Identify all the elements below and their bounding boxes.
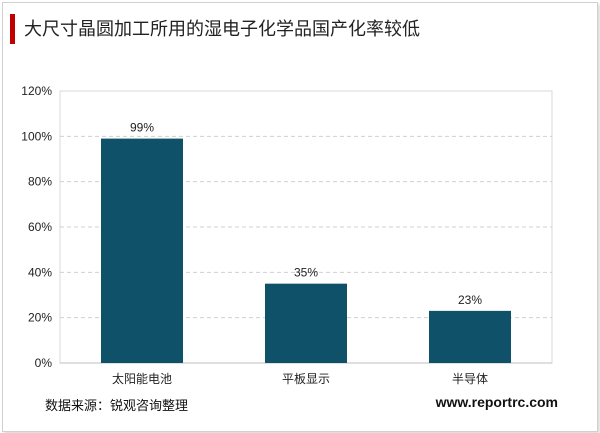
bars (101, 138, 511, 363)
y-tick-label: 0% (35, 356, 53, 370)
bar-data-label: 35% (294, 266, 318, 280)
website-url: www.reportrc.com (435, 394, 558, 410)
x-category-label: 平板显示 (282, 372, 330, 386)
y-tick-label: 60% (28, 220, 52, 234)
x-axis-categories: 太阳能电池 平板显示 半导体 (112, 371, 488, 386)
y-tick-label: 120% (21, 84, 52, 98)
y-tick-label: 100% (21, 129, 52, 143)
y-axis-ticks: 0% 20% 40% 60% 80% 100% 120% (21, 84, 52, 370)
source-note: 数据来源：锐观咨询整理 (45, 399, 189, 414)
data-labels: 99% 35% 23% (130, 121, 482, 307)
y-tick-label: 40% (28, 265, 52, 279)
x-category-label: 太阳能电池 (112, 371, 172, 386)
title-accent-bar (10, 14, 15, 44)
bar-data-label: 23% (458, 293, 482, 307)
y-tick-label: 20% (28, 311, 52, 325)
bar (101, 138, 183, 363)
bar-data-label: 99% (130, 121, 154, 135)
y-tick-label: 80% (28, 175, 52, 189)
bar (429, 310, 511, 363)
chart-title: 大尺寸晶圆加工所用的湿电子化学品国产化率较低 (24, 19, 420, 40)
bar (265, 283, 347, 363)
x-category-label: 半导体 (452, 372, 488, 386)
